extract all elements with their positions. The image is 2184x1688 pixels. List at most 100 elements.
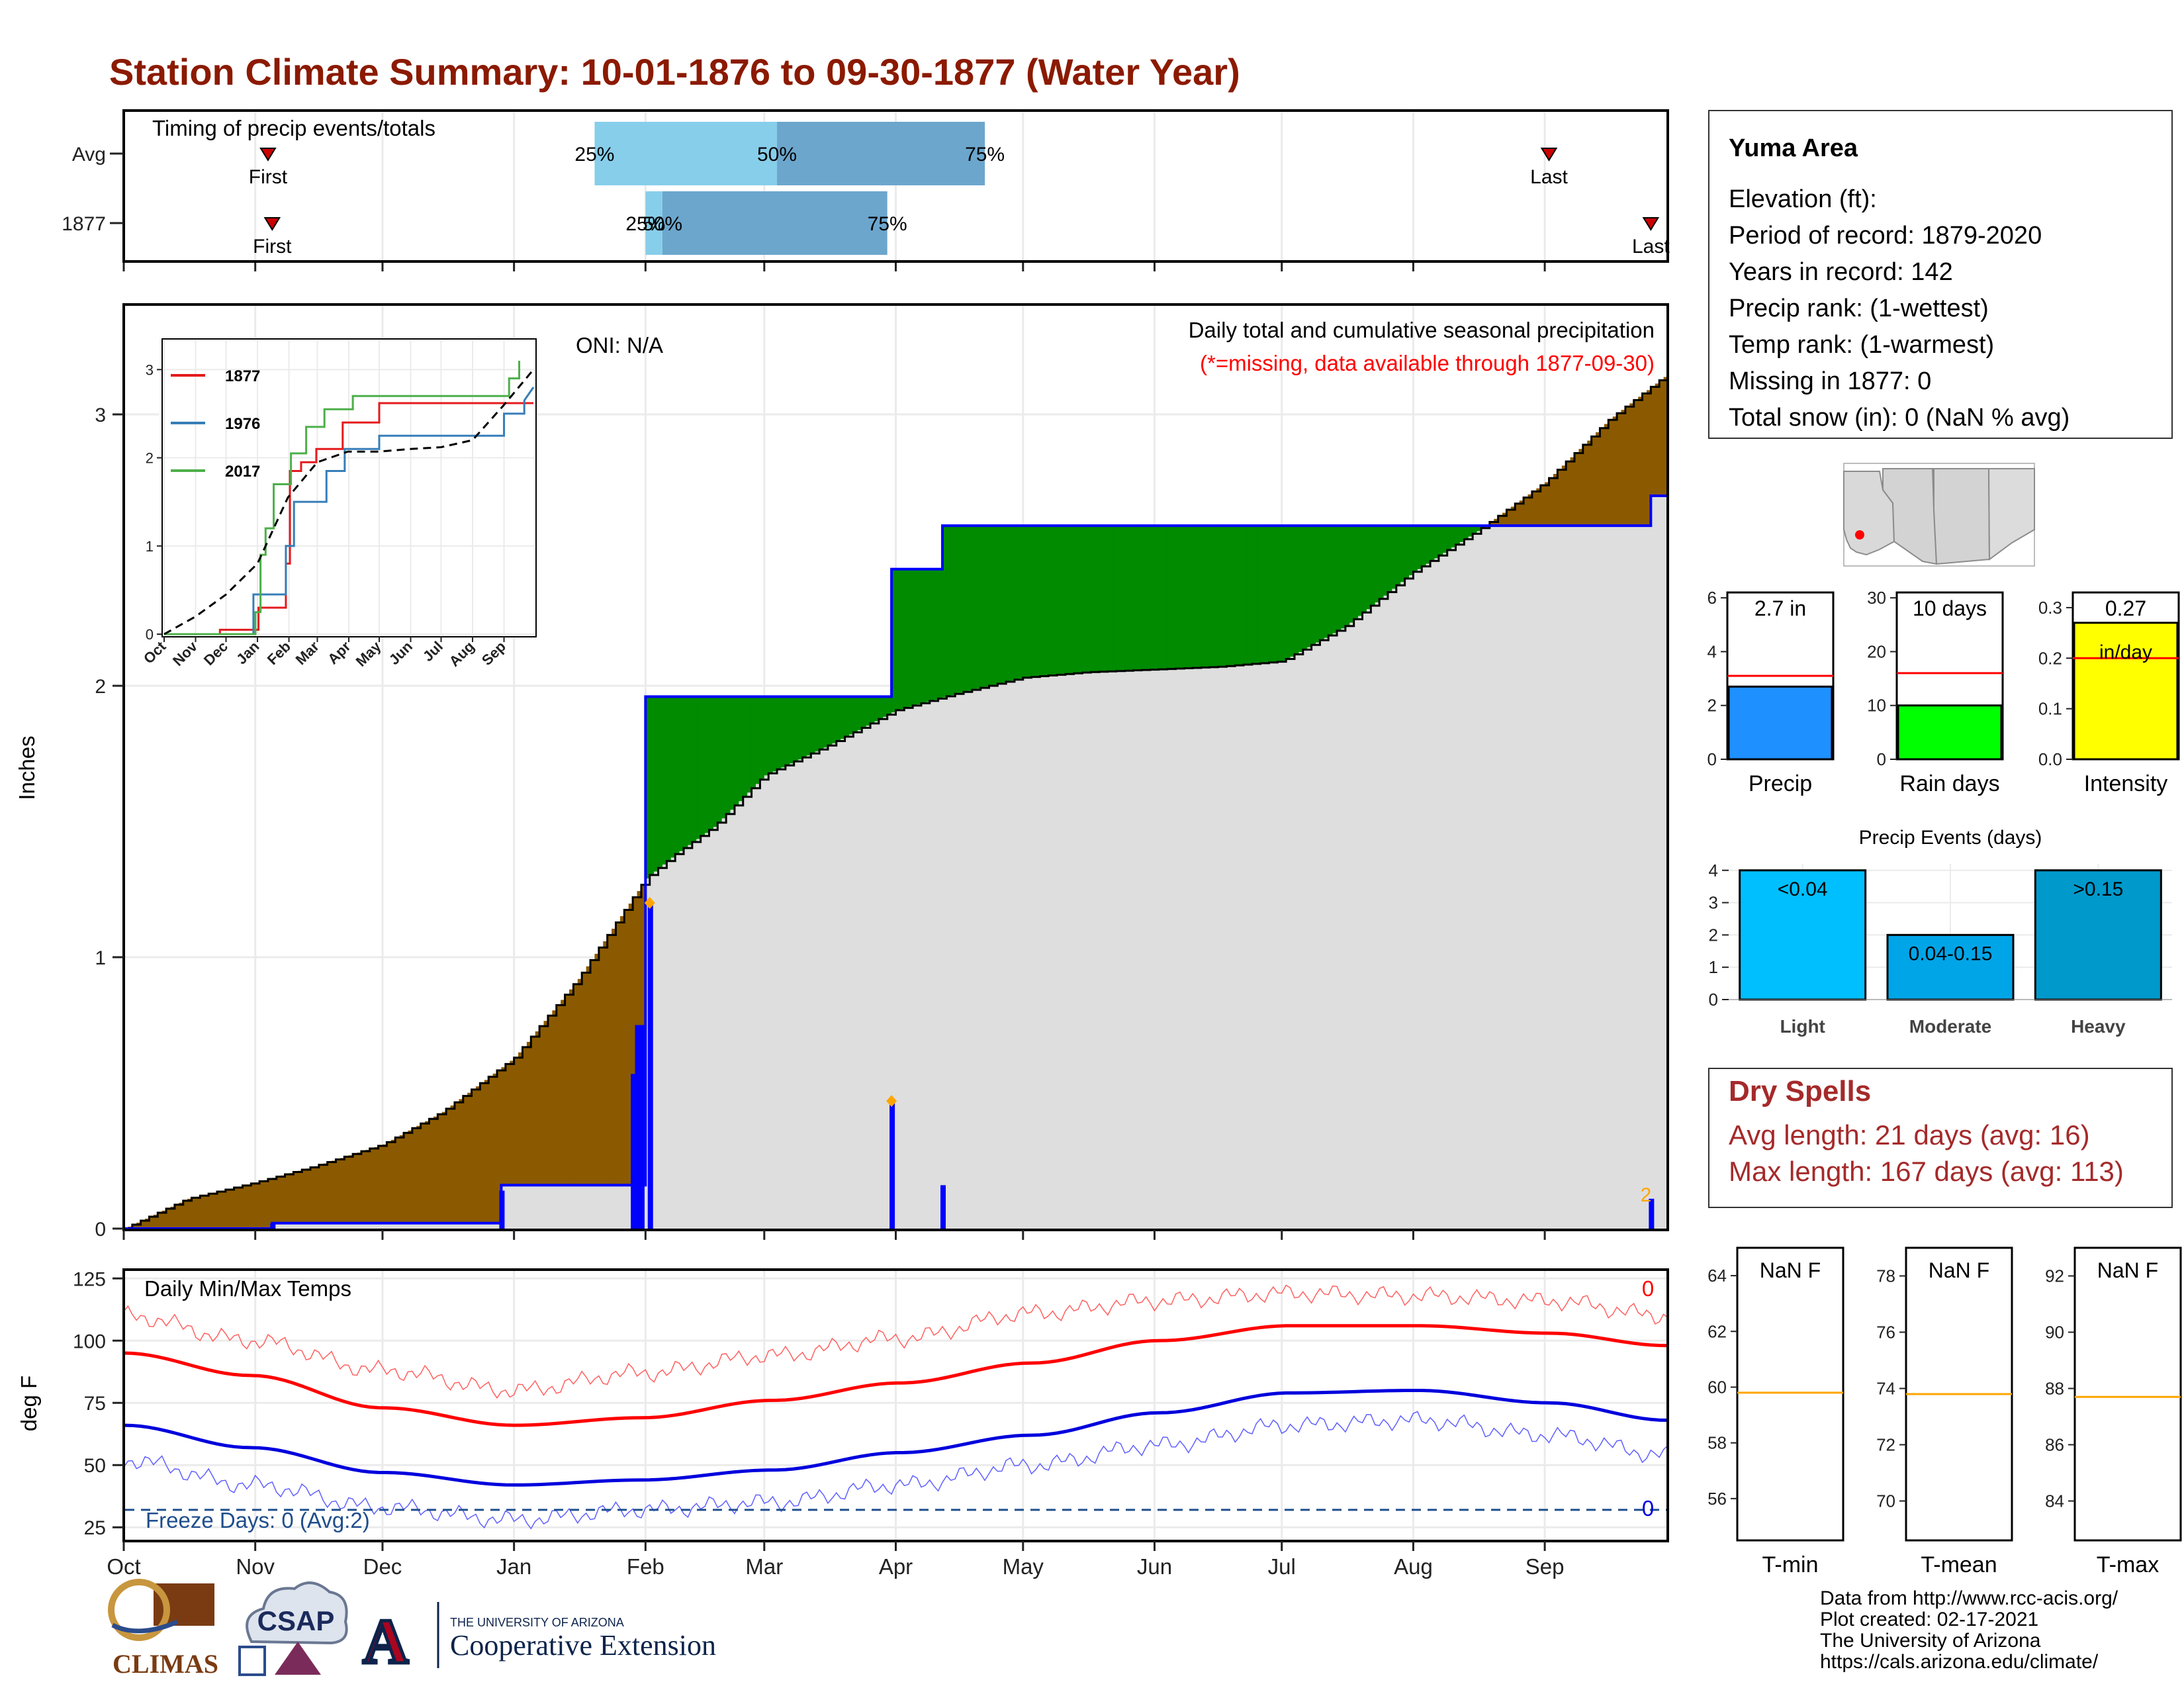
precip-base-fill <box>802 757 807 1229</box>
precip-base-fill <box>1392 588 1397 1229</box>
precip-base-fill <box>904 708 909 1229</box>
precip-surplus-area <box>1209 526 1214 667</box>
precip-surplus-area <box>848 696 854 735</box>
precip-deficit-area <box>140 1220 146 1229</box>
timing-panel-frame <box>122 109 1669 263</box>
precip-surplus-area <box>1061 526 1066 675</box>
precip-base-fill <box>1019 679 1024 1229</box>
precip-base-fill <box>844 736 850 1229</box>
temps-y-tick-label: 50 <box>84 1455 106 1477</box>
precip-deficit-area <box>336 1159 341 1223</box>
precip-surplus-area <box>1078 526 1083 673</box>
precip-surplus-area <box>777 696 782 770</box>
precip-base-fill <box>1651 496 1656 1229</box>
precip-deficit-area <box>217 1192 222 1229</box>
precip-surplus-area <box>721 696 727 819</box>
precip-base-fill <box>925 702 931 1229</box>
precip-surplus-area <box>1214 526 1219 667</box>
precip-deficit-area <box>612 928 617 1186</box>
precip-chart-title: Daily total and cumulative seasonal prec… <box>1189 318 1655 342</box>
inset-x-tick-label: Jan <box>233 638 262 667</box>
timing-percentile-label: 50% <box>643 213 682 235</box>
temps-y-tick-label: 125 <box>73 1268 106 1290</box>
precip-base-fill <box>1316 642 1321 1229</box>
dry-spells-box: Dry Spells Avg length: 21 days (avg: 16)… <box>1708 1068 2173 1208</box>
precip-base-fill <box>454 1223 459 1229</box>
precip-deficit-area <box>1566 461 1571 526</box>
precip-base-fill <box>1095 671 1100 1229</box>
precip-surplus-area <box>1073 526 1079 674</box>
precip-deficit-area <box>1617 413 1622 526</box>
inset-y-tick-label: 3 <box>146 361 154 378</box>
small-chart-y-tick-label: 30 <box>1867 588 1886 608</box>
precip-base-fill <box>395 1223 400 1229</box>
precip-base-fill <box>684 848 689 1229</box>
precip-surplus-area <box>964 526 969 692</box>
precip-base-fill <box>1608 526 1614 1229</box>
precip-deficit-area <box>251 1183 256 1229</box>
csap-cloud-icon <box>246 1581 348 1645</box>
precip-base-fill <box>1383 595 1388 1229</box>
precip-deficit-area <box>454 1102 459 1223</box>
precip-base-fill <box>1052 675 1058 1229</box>
precip-surplus-area <box>1422 526 1427 567</box>
precip-base-fill <box>755 784 761 1229</box>
precip-deficit-area <box>263 1180 269 1229</box>
precip-base-fill <box>658 868 663 1229</box>
missing-count-label: 2 <box>1641 1184 1652 1206</box>
precip-base-fill <box>1107 671 1113 1229</box>
precip-deficit-area <box>1633 400 1639 526</box>
temp-chart-y-tick-label: 88 <box>2045 1379 2064 1399</box>
small-chart-value-label: 10 days <box>1913 596 1987 620</box>
small-chart-bar-intensity <box>2073 622 2179 761</box>
precip-base-fill <box>1142 670 1147 1229</box>
precip-surplus-area <box>938 569 943 699</box>
precip-surplus-area <box>1455 526 1461 545</box>
inset-series-line-1976 <box>164 387 535 635</box>
precip-surplus-area <box>1311 526 1316 645</box>
first-event-marker-icon <box>263 217 281 231</box>
precip-panel: 0 1 2 3 Daily total and cumulative seasonal… <box>15 303 1669 1241</box>
precip-base-fill <box>1197 667 1202 1229</box>
precip-base-fill <box>908 706 913 1229</box>
precip-base-fill <box>505 1185 510 1229</box>
temp-chart-y-tick-label: 64 <box>1707 1266 1727 1286</box>
precip-base-fill <box>1494 526 1499 1229</box>
precip-base-fill <box>721 818 727 1229</box>
precip-surplus-area <box>747 696 752 793</box>
precip-surplus-area <box>1082 526 1087 673</box>
precip-base-fill <box>577 1185 582 1229</box>
precip-surplus-area <box>1362 526 1367 613</box>
precip-surplus-area <box>985 526 990 687</box>
precip-base-fill <box>836 741 841 1229</box>
precip-surplus-area <box>1375 526 1380 602</box>
precip-base-fill <box>306 1223 311 1229</box>
precip-surplus-area <box>1205 526 1210 668</box>
station-name: Yuma Area <box>1729 134 1858 162</box>
precip-surplus-area <box>1137 526 1142 671</box>
precip-base-fill <box>463 1223 468 1229</box>
precip-deficit-area <box>615 922 621 1186</box>
last-event-label: Last <box>1530 166 1568 188</box>
precip-base-fill <box>607 1185 612 1229</box>
precip-surplus-area <box>1218 526 1223 667</box>
precip-deficit-area <box>272 1178 277 1223</box>
precip-surplus-area <box>997 526 1003 684</box>
climas-logo-text: CLIMAS <box>113 1649 218 1679</box>
precip-base-fill <box>420 1223 426 1229</box>
precip-base-fill <box>425 1223 430 1229</box>
inset-x-tick-label: Sep <box>478 638 509 669</box>
precip-surplus-area <box>1404 526 1410 579</box>
precip-base-fill <box>1175 669 1181 1229</box>
precip-base-fill <box>1480 528 1486 1229</box>
credit-plot-created: Plot created: 02-17-2021 <box>1820 1609 2038 1630</box>
precip-surplus-area <box>785 696 790 766</box>
precip-surplus-area <box>1477 526 1482 532</box>
precip-deficit-area <box>212 1192 218 1229</box>
precip-surplus-area <box>1328 526 1334 636</box>
precip-surplus-area <box>883 696 888 717</box>
precip-surplus-area <box>1320 526 1325 641</box>
precip-surplus-area <box>1400 526 1406 583</box>
precip-deficit-area <box>1582 444 1588 526</box>
